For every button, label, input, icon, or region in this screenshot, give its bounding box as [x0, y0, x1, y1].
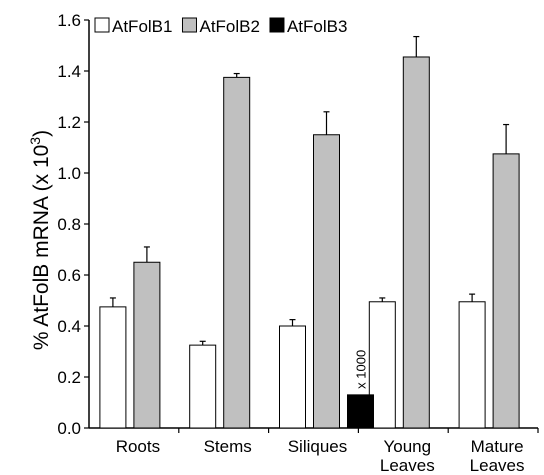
legend-swatch-atfolb1: [94, 17, 110, 33]
legend-swatch-atfolb3: [269, 17, 285, 33]
y-tick-label: 0.4: [57, 317, 81, 336]
bar-atfolb3: [347, 394, 374, 429]
bar-atfolb2: [313, 134, 340, 429]
y-tick-label: 0.2: [57, 368, 81, 387]
y-tick-label: 0.8: [57, 215, 81, 234]
bar-atfolb1: [99, 306, 127, 429]
bar-atfolb1: [189, 344, 217, 429]
y-tick-label: 1.6: [57, 11, 81, 30]
x-tick-label-line2: Leaves: [470, 456, 525, 475]
x-tick-label: Stems: [204, 437, 252, 456]
legend-label-atfolb1: AtFolB1: [112, 17, 172, 36]
x-tick-label: Siliques: [288, 437, 348, 456]
plot-area: 0.0 0.2 0.4 0.6 0.8 1.0 1.2 1.4 1.6 Roots Stems Sil…: [57, 11, 539, 475]
y-tick-label: 1.0: [57, 164, 81, 183]
y-axis-title-close: ): [30, 130, 53, 137]
bar-atfolb2: [133, 261, 161, 429]
legend: AtFolB1 AtFolB2 AtFolB3: [94, 17, 347, 36]
y-axis-title-main: % AtFolB mRNA (x 10: [30, 145, 53, 350]
y-tick-label: 0.6: [57, 266, 81, 285]
y-tick-label: 0.0: [57, 419, 81, 438]
legend-swatch-atfolb2: [181, 17, 197, 33]
bar-atfolb1: [279, 325, 306, 429]
y-tick-label: 1.2: [57, 113, 81, 132]
bar-atfolb2: [223, 76, 251, 429]
y-tick-label: 1.4: [57, 62, 81, 81]
y-axis-title: % AtFolB mRNA (x 103): [27, 130, 53, 350]
bar-atfolb1: [458, 301, 486, 429]
x-tick-label: Young: [383, 437, 431, 456]
x-tick-label-line2: Leaves: [380, 456, 435, 475]
x-tick-label: Roots: [116, 437, 160, 456]
annotation-label: x 1000: [354, 350, 369, 389]
legend-label-atfolb2: AtFolB2: [199, 17, 259, 36]
y-axis-title-exponent: 3: [27, 137, 43, 145]
svg-text:% AtFolB mRNA (x 103): % AtFolB mRNA (x 103): [27, 130, 53, 350]
bar-atfolb2: [492, 153, 520, 429]
legend-label-atfolb3: AtFolB3: [287, 17, 347, 36]
x-tick-label: Mature: [471, 437, 524, 456]
bar-atfolb2: [402, 56, 430, 429]
